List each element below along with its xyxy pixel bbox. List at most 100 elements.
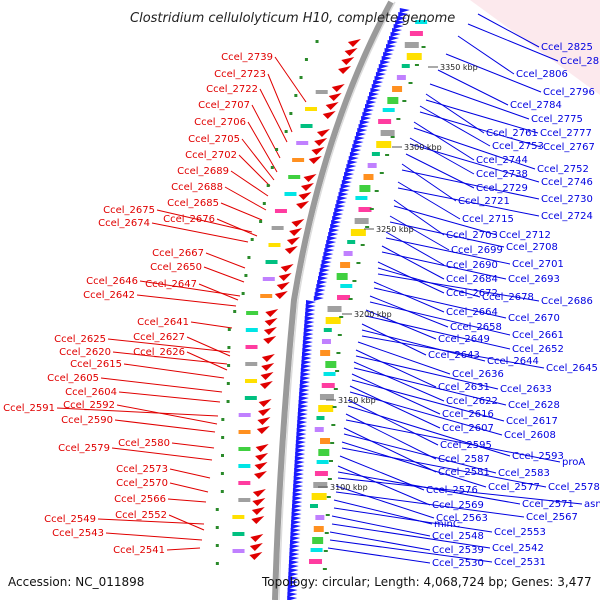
right-gene-label: Ccel_2744 [476,155,528,166]
plus-strand-gene [296,436,307,441]
plus-strand-gene [313,296,324,301]
right-leader-line [393,199,445,236]
minus-strand-gene [254,462,268,470]
minus-strand-gene [276,282,290,290]
minus-strand-gene [253,471,267,479]
plus-strand-gene [320,264,331,269]
plus-strand-gene [344,172,355,177]
annotation-block [288,175,301,179]
plus-strand-gene [294,468,305,473]
plus-strand-gene [290,524,301,529]
plus-strand-gene [292,496,303,501]
right-gene-label: Ccel_2658 [450,322,502,333]
annotation-block [238,413,251,417]
left-gene-label: Ccel_2543 [52,528,104,539]
minus-strand-gene [256,426,270,434]
annotation-block [367,163,377,168]
left-gene-label: Ccel_2579 [58,443,110,454]
plus-strand-gene [346,164,357,169]
gc-marker [244,274,248,277]
annotation-block [378,119,392,124]
annotation-block [404,42,419,48]
annotation-block [245,328,258,332]
plus-strand-gene [305,312,316,317]
right-gene-label: Ccel_2712 [499,230,551,241]
right-leader-line [343,427,437,473]
minus-strand-gene [252,498,266,506]
right-gene-label: Ccel_2715 [462,214,514,225]
annotation-block [238,498,251,502]
minus-strand-gene [298,192,312,200]
left-gene-label: Ccel_2615 [70,359,122,370]
right-gene-label: Ccel_2581 [438,467,490,478]
plus-strand-gene [288,572,299,577]
plus-strand-gene [358,124,369,129]
plus-strand-gene [293,480,304,485]
plus-strand-gene [296,424,307,429]
annotation-block [406,53,422,60]
annotation-block [354,218,369,224]
annotation-block [232,549,245,553]
left-gene-label: Ccel_2685 [167,198,219,209]
plus-strand-gene [365,104,376,109]
right-leader-line [349,385,441,429]
minus-strand-gene [258,399,272,407]
right-leader-line [347,405,511,457]
left-leader-line [190,321,233,329]
right-gene-label: Ccel_2643 [428,350,480,361]
gc-marker [335,370,340,372]
plus-strand-gene [386,44,397,49]
plus-strand-gene [329,228,340,233]
right-leader-line [357,341,451,375]
plus-strand-gene [295,444,306,449]
gc-marker [226,400,230,403]
minus-strand-gene [296,201,310,209]
gc-marker [396,118,401,120]
gc-marker [330,442,335,444]
plus-strand-gene [288,576,299,581]
plus-strand-gene [290,540,300,545]
annotation-block [315,515,325,520]
minus-strand-gene [328,93,342,101]
gc-marker [270,166,274,169]
annotation-block [409,31,423,36]
left-leader-line [169,482,209,493]
gc-marker [352,280,357,282]
kbp-tick-label: 3350 kbp [440,63,478,72]
left-gene-label: Ccel_2641 [137,317,189,328]
plus-strand-gene [299,392,310,397]
plus-strand-gene [294,464,305,469]
right-leader-line [345,413,437,460]
minus-strand-gene [258,408,272,416]
plus-strand-gene [316,284,327,289]
minus-strand-gene [265,309,279,317]
gc-marker [259,220,263,223]
plus-strand-gene [336,200,347,205]
plus-strand-gene [298,404,309,409]
gc-marker [221,418,225,421]
left-leader-line [112,351,228,365]
right-leader-line [353,361,445,402]
annotation-block [371,152,380,156]
right-gene-label: Ccel_2701 [512,259,564,270]
right-leader-line [361,323,427,356]
right-gene-label: Ccel_2678 [482,292,534,303]
right-leader-line [413,127,536,170]
right-gene-label: Ccel_2577 [488,482,540,493]
right-gene-label: Ccel_2777 [540,128,592,139]
gc-marker [356,262,361,264]
minus-strand-gene [325,102,339,110]
annotation-block [323,372,336,376]
annotation-block [232,532,245,536]
plus-strand-gene [349,152,360,157]
right-leader-line [409,143,540,183]
left-leader-line [259,88,288,143]
annotation-block [320,438,331,444]
annotation-block [415,20,428,24]
plus-strand-gene [390,32,401,37]
left-leader-line [186,351,228,371]
annotation-block [392,86,403,92]
gc-marker [374,190,379,192]
left-leader-line [116,404,218,425]
right-gene-label: Ccel_2649 [438,334,490,345]
